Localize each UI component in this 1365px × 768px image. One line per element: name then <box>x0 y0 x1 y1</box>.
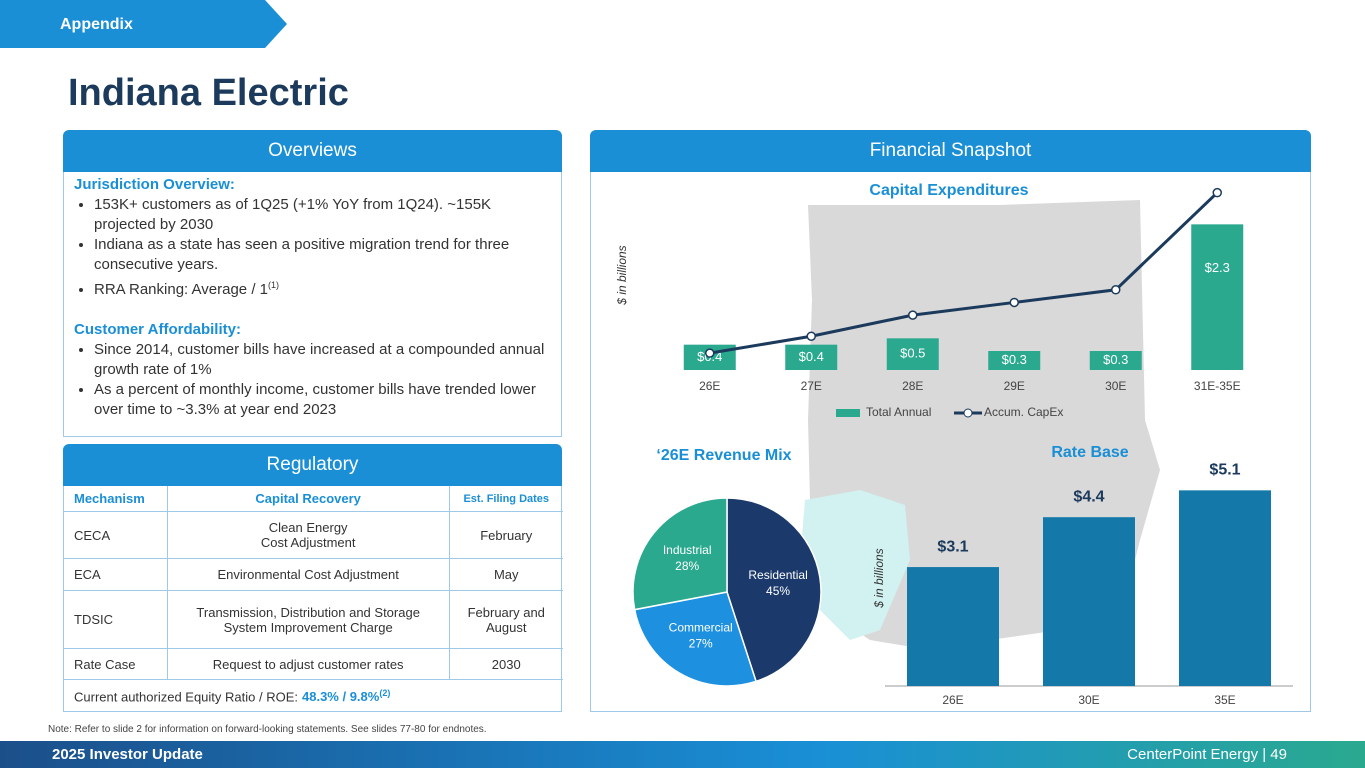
overviews-box <box>63 172 562 437</box>
table-cell: ECA <box>64 558 168 591</box>
table-row: ECA Environmental Cost Adjustment May <box>64 558 563 591</box>
regulatory-heading: Regulatory <box>63 444 562 486</box>
bullet-text: Since 2014, customer bills have increase… <box>94 341 545 378</box>
table-cell: CECA <box>64 511 168 559</box>
bullet: Indiana as a state has seen a positive m… <box>94 235 554 275</box>
bullet-list: Since 2014, customer bills have increase… <box>74 340 554 420</box>
footer-left: 2025 Investor Update <box>52 746 203 763</box>
column-header: Mechanism <box>64 486 168 512</box>
table-cell: Environmental Cost Adjustment <box>166 558 450 591</box>
regulatory-table: Mechanism Capital Recovery Est. Filing Dat… <box>64 486 563 680</box>
bullet-text: As a percent of monthly income, customer… <box>94 381 536 418</box>
section-title: Jurisdiction Overview: <box>74 176 235 193</box>
footer-right: CenterPoint Energy | 49 <box>1127 746 1287 763</box>
table-cell: Request to adjust customer rates <box>166 648 450 680</box>
financial-box <box>590 172 1311 712</box>
bullet-sup: (1) <box>268 280 279 290</box>
bullet-list: 153K+ customers as of 1Q25 (+1% YoY from… <box>74 195 554 300</box>
equity-row: Current authorized Equity Ratio / ROE: 48… <box>64 680 561 712</box>
tab-label: Appendix <box>60 16 133 33</box>
financial-heading: Financial Snapshot <box>590 130 1311 172</box>
bullet-text: 153K+ customers as of 1Q25 (+1% YoY from… <box>94 196 492 233</box>
section-title: Customer Affordability: <box>74 321 241 338</box>
header-row: Mechanism Capital Recovery Est. Filing Dat… <box>64 486 563 512</box>
equity-value: 48.3% / 9.8% <box>302 689 380 705</box>
footer-bar: 2025 Investor Update CenterPoint Energy … <box>0 741 1365 768</box>
overviews-text: Jurisdiction Overview: 153K+ customers as… <box>74 175 554 440</box>
equity-sup: (2) <box>379 688 391 698</box>
column-header: Capital Recovery <box>166 486 450 512</box>
column-header: Est. Filing Dates <box>448 486 563 512</box>
table-cell: May <box>448 558 563 591</box>
table-row: TDSIC Transmission, Distribution and Stor… <box>64 590 563 649</box>
bullet: RRA Ranking: Average / 1(1) <box>94 275 554 300</box>
table-cell: Rate Case <box>64 648 168 680</box>
bullet: 153K+ customers as of 1Q25 (+1% YoY from… <box>94 195 554 235</box>
table-row: CECA Clean Energy Cost Adjustment February <box>64 511 563 559</box>
table-cell: TDSIC <box>64 590 168 649</box>
overviews-heading: Overviews <box>63 130 562 172</box>
header-tab: Appendix <box>0 0 287 48</box>
table-cell: Clean Energy Cost Adjustment <box>166 511 450 559</box>
slide-title: Indiana Electric <box>68 72 349 114</box>
bullet-text: RRA Ranking: Average / 1 <box>94 281 268 298</box>
tab-shape <box>0 0 287 48</box>
bullet-text: Indiana as a state has seen a positive m… <box>94 236 510 273</box>
bullet: Since 2014, customer bills have increase… <box>94 340 554 380</box>
table-cell: February and August <box>448 590 563 649</box>
table-cell: February <box>448 511 563 559</box>
note: Note: Refer to slide 2 for information o… <box>48 724 487 735</box>
regulatory-box: Mechanism Capital Recovery Est. Filing Dat… <box>63 486 563 712</box>
bullet: As a percent of monthly income, customer… <box>94 380 554 420</box>
table-cell: Transmission, Distribution and Storage S… <box>166 590 450 649</box>
table-row: Rate Case Request to adjust customer rate… <box>64 648 563 680</box>
equity-label: Current authorized Equity Ratio / ROE: <box>74 689 298 705</box>
table-cell: 2030 <box>448 648 563 680</box>
